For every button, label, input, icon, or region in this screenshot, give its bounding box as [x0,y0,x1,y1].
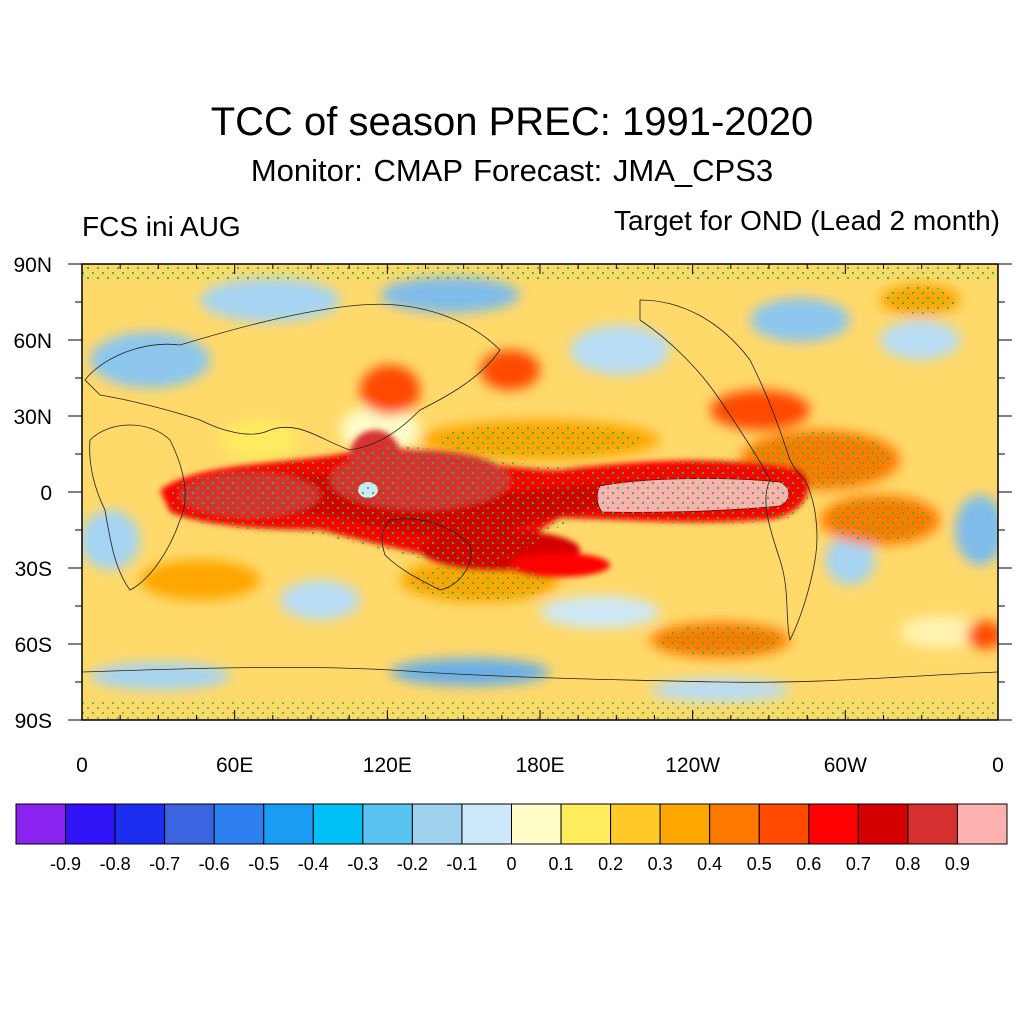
colorbar-label: 0.5 [747,854,772,874]
colorbar-label: 0.9 [945,854,970,874]
colorbar-swatch [956,803,1008,845]
colorbar-swatch [511,803,562,845]
y-tick-label: 0 [40,482,52,505]
colorbar-swatch [164,803,215,845]
colorbar-swatch [758,803,810,845]
colorbar-label: 0.6 [796,854,821,874]
colorbar-swatch [808,803,859,845]
colorbar [15,803,1008,845]
colorbar-swatch [411,803,463,845]
x-axis-labels: 0 60E 120E 180E 120W 60W 0 [76,754,1004,777]
x-tick-label: 60E [216,754,253,777]
initial-month-label: FCS ini AUG [82,211,241,242]
colorbar-label: 0.4 [697,854,722,874]
colorbar-swatch [263,803,314,845]
y-tick-label: 60N [13,330,52,353]
colorbar-label: 0.1 [549,854,574,874]
colorbar-swatch [907,803,958,845]
axis-ticks [68,263,1012,721]
x-tick-label: 0 [992,754,1004,777]
colorbar-labels: -0.9 -0.8 -0.7 -0.6 -0.5 -0.4 -0.3 -0.2 -0.1 0 0.1… [50,854,970,874]
colorbar-swatch [114,803,166,845]
y-tick-label: 30N [13,406,52,429]
colorbar-swatch [312,803,364,845]
x-tick-label: 120W [665,754,720,777]
colorbar-swatch [461,803,513,845]
target-season-label: Target for OND (Lead 2 month) [614,205,1000,236]
x-tick-label: 0 [76,754,88,777]
colorbar-label: 0.2 [598,854,623,874]
colorbar-label: -0.7 [149,854,180,874]
x-tick-label: 120E [363,754,412,777]
y-tick-label: 90N [13,254,52,277]
y-tick-label: 90S [15,710,52,733]
colorbar-label: -0.2 [397,854,428,874]
colorbar-swatch [659,803,711,845]
colorbar-label: -0.6 [199,854,230,874]
colorbar-swatch [610,803,661,845]
coastlines [82,299,998,683]
y-tick-label: 60S [15,634,52,657]
chart-title: TCC of season PREC: 1991-2020 [210,100,814,144]
colorbar-label: 0 [506,854,516,874]
colorbar-label: -0.8 [100,854,131,874]
colorbar-swatch [65,803,116,845]
colorbar-label: 0.8 [895,854,920,874]
chart-subtitle: Monitor: CMAP Forecast: JMA_CPS3 [250,153,774,188]
x-tick-label: 60W [824,754,867,777]
colorbar-swatch [560,803,612,845]
map-plot-area [82,264,998,720]
colorbar-swatch [857,803,909,845]
y-tick-label: 30S [15,558,52,581]
colorbar-swatch [213,803,265,845]
colorbar-swatch [362,803,413,845]
x-tick-label: 180E [515,754,564,777]
colorbar-label: 0.3 [648,854,673,874]
colorbar-label: 0.7 [846,854,871,874]
colorbar-swatch [15,803,67,845]
colorbar-label: -0.1 [446,854,477,874]
colorbar-label: -0.4 [298,854,329,874]
colorbar-label: -0.5 [248,854,279,874]
colorbar-label: -0.9 [50,854,81,874]
y-axis-labels: 90N 60N 30N 0 30S 60S 90S [13,254,52,733]
colorbar-label: -0.3 [347,854,378,874]
colorbar-swatch [709,803,760,845]
